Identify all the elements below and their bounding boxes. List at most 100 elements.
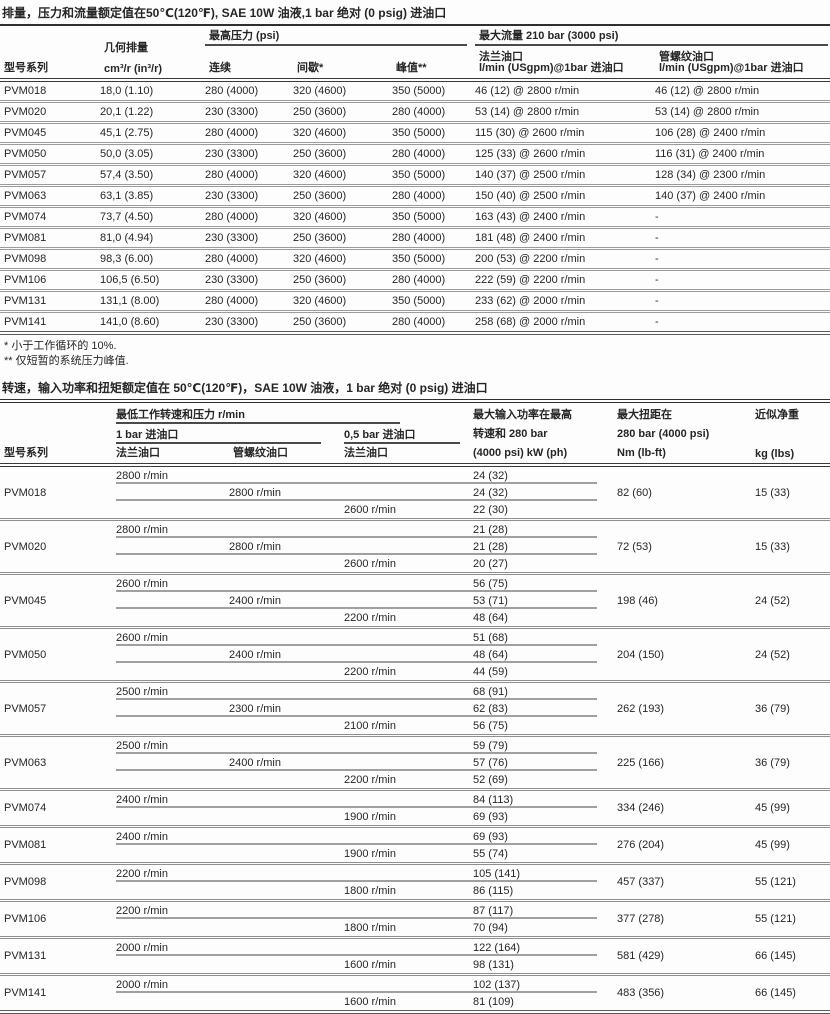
- cell-pipe-flow: 46 (12) @ 2800 r/min: [655, 85, 760, 97]
- speed-row: 1800 r/min 70 (94): [0, 919, 830, 936]
- cell-max-power: 62 (83): [473, 702, 508, 715]
- cell-max-power: 20 (27): [473, 557, 508, 570]
- model-block: 2200 r/min 105 (141) 1800 r/min 86 (115) PVM…: [0, 865, 830, 902]
- cell-pipe-flow: 116 (31) @ 2400 r/min: [655, 148, 765, 160]
- cell-continuous: 280 (4000): [205, 85, 259, 97]
- model-block: 2600 r/min 51 (68) 2400 r/min 48 (64) 2200 r…: [0, 629, 830, 683]
- cell-intermittent: 250 (3600): [293, 106, 347, 118]
- speed-row: 2600 r/min 51 (68): [0, 629, 830, 646]
- cell-model: PVM045: [4, 594, 47, 607]
- cell-min-speed: 1900 r/min: [344, 810, 396, 823]
- cell-max-torque: 198 (46): [617, 594, 658, 607]
- cell-displacement: 18,0 (1.10): [100, 85, 154, 97]
- speed-row: 2800 r/min 24 (32): [0, 467, 830, 484]
- speed-row-separator: [116, 954, 597, 956]
- cell-max-power: 22 (30): [473, 503, 508, 516]
- cell-flange-flow: 150 (40) @ 2500 r/min: [475, 190, 586, 202]
- cell-intermittent: 250 (3600): [293, 148, 347, 160]
- table1-col-header-pipe-port: 管螺纹油口: [659, 51, 714, 63]
- cell-max-power: 24 (32): [473, 469, 508, 482]
- table2-group-header-05bar: 0,5 bar 进油口: [344, 429, 416, 441]
- table2-col-header-max-power: 最大输入功率在最高 转速和 280 bar (4000 psi) kW (ph): [473, 409, 572, 459]
- cell-intermittent: 250 (3600): [293, 232, 347, 244]
- table1-col-header-displacement: 几何排量: [104, 42, 148, 54]
- cell-intermittent: 320 (4600): [293, 211, 347, 223]
- cell-intermittent: 320 (4600): [293, 295, 347, 307]
- cell-pipe-flow: 53 (14) @ 2800 r/min: [655, 106, 760, 118]
- cell-displacement: 20,1 (1.22): [100, 106, 154, 118]
- cell-peak: 350 (5000): [392, 169, 446, 181]
- cell-peak: 350 (5000): [392, 295, 446, 307]
- cell-displacement: 45,1 (2.75): [100, 127, 154, 139]
- speed-row: 1600 r/min 98 (131): [0, 956, 830, 973]
- model-block: 2800 r/min 24 (32) 2800 r/min 24 (32) 2600 r…: [0, 467, 830, 521]
- cell-min-speed: 2400 r/min: [229, 648, 281, 661]
- speed-row-separator: [116, 536, 597, 538]
- cell-continuous: 230 (3300): [205, 316, 259, 328]
- cell-flange-flow: 200 (53) @ 2200 r/min: [475, 253, 586, 265]
- cell-min-speed: 2200 r/min: [116, 867, 168, 880]
- table1-footnotes: * 小于工作循环的 10%. ** 仅短暂的系统压力峰值.: [0, 335, 830, 375]
- table2-group-header-1bar: 1 bar 进油口: [116, 429, 179, 441]
- cell-peak: 280 (4000): [392, 148, 446, 160]
- speed-row: 2200 r/min 48 (64): [0, 609, 830, 626]
- cell-peak: 280 (4000): [392, 106, 446, 118]
- table1-row: PVM106 106,5 (6.50) 230 (3300) 250 (3600) 28…: [0, 271, 830, 292]
- cell-max-power: 87 (117): [473, 904, 514, 917]
- speed-row: 2200 r/min 87 (117): [0, 902, 830, 919]
- cell-intermittent: 320 (4600): [293, 127, 347, 139]
- table1-row: PVM131 131,1 (8.00) 280 (4000) 320 (4600) 35…: [0, 292, 830, 313]
- cell-max-power: 70 (94): [473, 921, 508, 934]
- speed-row: 2400 r/min 53 (71): [0, 592, 830, 609]
- cell-model: PVM098: [4, 876, 47, 888]
- cell-continuous: 230 (3300): [205, 106, 259, 118]
- model-block: 2500 r/min 59 (79) 2400 r/min 57 (76) 2200 r…: [0, 737, 830, 791]
- cell-model: PVM081: [4, 839, 47, 851]
- cell-displacement: 141,0 (8.60): [100, 316, 160, 328]
- cell-pipe-flow: -: [655, 274, 659, 286]
- cell-weight: 15 (33): [755, 486, 790, 499]
- table2-col-header-pipe-port: 管螺纹油口: [233, 447, 288, 459]
- cell-model: PVM045: [4, 127, 47, 139]
- cell-max-torque: 483 (356): [617, 987, 665, 999]
- speed-row: 2400 r/min 57 (76): [0, 754, 830, 771]
- pressure-group-underline: [205, 44, 467, 46]
- table2-col-header-weight: 近似净重: [755, 409, 799, 421]
- cell-max-power: 69 (93): [473, 830, 508, 843]
- cell-max-power: 48 (64): [473, 611, 508, 624]
- cell-model: PVM050: [4, 148, 47, 160]
- cell-min-speed: 2200 r/min: [116, 904, 168, 917]
- table2-header: 型号系列 最低工作转速和压力 r/min 1 bar 进油口 0,5 bar 进…: [0, 403, 830, 467]
- model-block: 2500 r/min 68 (91) 2300 r/min 62 (83) 2100 r…: [0, 683, 830, 737]
- cell-max-power: 24 (32): [473, 486, 508, 499]
- speed-row: 2200 r/min 52 (69): [0, 771, 830, 788]
- cell-max-power: 55 (74): [473, 847, 508, 860]
- model-block: 2400 r/min 84 (113) 1900 r/min 69 (93) PVM07…: [0, 791, 830, 828]
- cell-max-power: 84 (113): [473, 793, 514, 806]
- cell-max-power: 81 (109): [473, 995, 514, 1008]
- cell-max-torque: 204 (150): [617, 648, 665, 661]
- cell-continuous: 280 (4000): [205, 211, 259, 223]
- cell-min-speed: 2200 r/min: [344, 611, 396, 624]
- cell-peak: 280 (4000): [392, 316, 446, 328]
- table1-row: PVM081 81,0 (4.94) 230 (3300) 250 (3600) 280…: [0, 229, 830, 250]
- model-block: 2600 r/min 56 (75) 2400 r/min 53 (71) 2200 r…: [0, 575, 830, 629]
- table2-col-header-weight-unit: kg (lbs): [755, 448, 795, 460]
- table1-col-header-continuous: 连续: [209, 62, 231, 74]
- speed-row-separator: [116, 769, 597, 771]
- cell-model: PVM063: [4, 190, 47, 202]
- cell-model: PVM141: [4, 987, 47, 999]
- cell-flange-flow: 222 (59) @ 2200 r/min: [475, 274, 586, 286]
- cell-model: PVM074: [4, 211, 47, 223]
- speed-row-separator: [116, 661, 597, 663]
- cell-weight: 36 (79): [755, 702, 790, 715]
- cell-weight: 55 (121): [755, 913, 796, 925]
- cell-weight: 15 (33): [755, 540, 790, 553]
- cell-max-torque: 276 (204): [617, 839, 665, 851]
- cell-model: PVM057: [4, 169, 47, 181]
- speed-row: 1800 r/min 86 (115): [0, 882, 830, 899]
- cell-displacement: 57,4 (3.50): [100, 169, 154, 181]
- cell-min-speed: 2100 r/min: [344, 719, 396, 732]
- speed-row-separator: [116, 880, 597, 882]
- cell-max-torque: 581 (429): [617, 950, 665, 962]
